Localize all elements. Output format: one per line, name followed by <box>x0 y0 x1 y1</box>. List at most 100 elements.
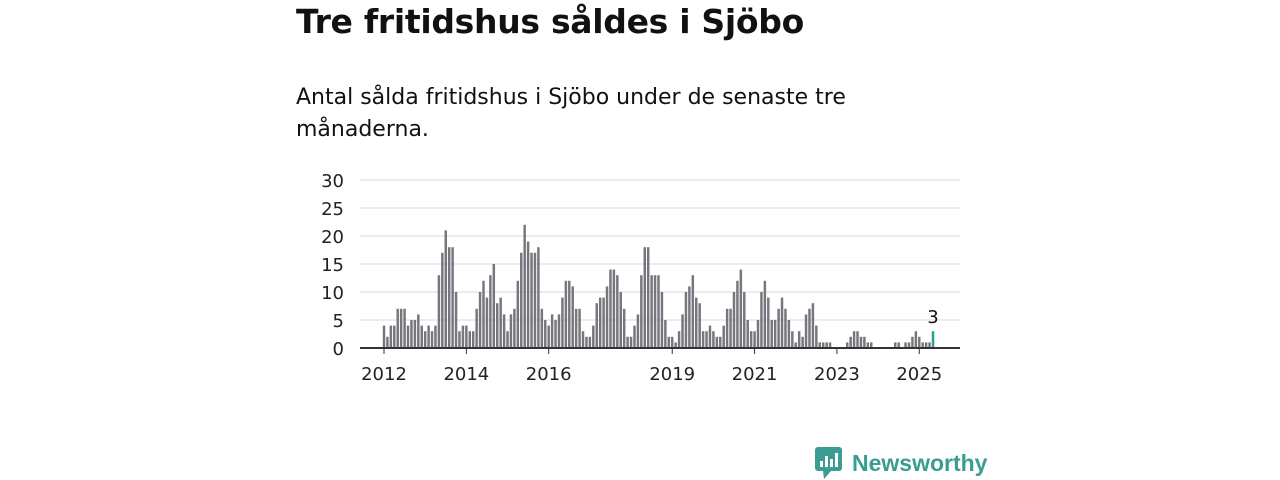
bar <box>506 331 509 348</box>
bar <box>550 314 554 348</box>
bar <box>770 320 773 348</box>
bar <box>629 336 633 348</box>
bar <box>773 320 777 348</box>
bar <box>437 275 441 348</box>
bar <box>849 336 852 348</box>
bar <box>520 252 523 348</box>
y-tick-label: 10 <box>321 283 344 304</box>
bar <box>547 325 550 348</box>
bar <box>743 292 746 348</box>
bar <box>557 314 561 348</box>
bar <box>406 325 410 348</box>
bar <box>698 303 701 348</box>
bar <box>657 275 660 348</box>
bar <box>736 280 739 348</box>
bar <box>465 325 468 348</box>
bar <box>489 275 492 348</box>
bar <box>441 252 444 348</box>
bar <box>420 325 423 348</box>
bar <box>746 320 749 348</box>
bar <box>574 308 578 348</box>
bar <box>396 308 399 348</box>
bar <box>852 331 856 348</box>
newsworthy-logo[interactable]: Newsworthy <box>814 446 987 480</box>
bar <box>530 252 533 348</box>
bar <box>513 308 516 348</box>
bar <box>918 336 921 348</box>
bar <box>780 297 784 348</box>
bar <box>767 297 770 348</box>
bar <box>578 308 581 348</box>
bar <box>753 331 756 348</box>
highlight-bar <box>931 331 935 348</box>
bar <box>897 342 900 348</box>
bar <box>602 297 605 348</box>
bar <box>729 308 732 348</box>
bar <box>533 252 537 348</box>
bar <box>393 325 396 348</box>
bar <box>423 331 427 348</box>
bar <box>540 308 544 348</box>
bar <box>447 247 451 348</box>
brand-name: Newsworthy <box>852 449 988 476</box>
bar <box>622 308 626 348</box>
y-tick-label: 25 <box>321 199 344 220</box>
bar <box>650 275 653 348</box>
bar <box>870 342 873 348</box>
bar <box>797 331 801 348</box>
x-tick-label: 2019 <box>649 364 695 385</box>
bar <box>568 280 571 348</box>
bar <box>808 308 811 348</box>
x-tick-label: 2025 <box>896 364 942 385</box>
highlight-value-label: 3 <box>927 307 938 328</box>
bar <box>626 336 629 348</box>
bar <box>701 331 705 348</box>
bar <box>592 325 595 348</box>
bar <box>454 292 458 348</box>
bar <box>382 325 386 348</box>
bar <box>413 320 417 348</box>
bar <box>674 342 677 348</box>
bar <box>722 325 725 348</box>
bar <box>914 331 918 348</box>
bar <box>588 336 592 348</box>
bar <box>784 308 787 348</box>
bar <box>475 308 478 348</box>
bar <box>732 292 736 348</box>
bar <box>859 336 863 348</box>
bar <box>804 314 808 348</box>
bar <box>825 342 828 348</box>
bar <box>471 331 475 348</box>
bar <box>894 342 897 348</box>
bar <box>719 336 722 348</box>
bar <box>801 336 804 348</box>
bar <box>863 336 866 348</box>
bar <box>756 320 760 348</box>
y-tick-label: 5 <box>333 311 344 332</box>
x-tick-label: 2016 <box>526 364 572 385</box>
bar <box>818 342 822 348</box>
bar <box>907 342 911 348</box>
bar <box>667 336 671 348</box>
bar <box>866 342 870 348</box>
bar <box>815 325 818 348</box>
x-tick-label: 2012 <box>361 364 407 385</box>
x-tick-label: 2021 <box>732 364 778 385</box>
bar <box>791 331 794 348</box>
bar <box>763 280 767 348</box>
bar <box>482 280 485 348</box>
bar <box>684 292 688 348</box>
x-tick-label: 2014 <box>443 364 489 385</box>
bar <box>646 247 650 348</box>
bar <box>564 280 568 348</box>
bar <box>502 314 506 348</box>
bar <box>616 275 619 348</box>
bar <box>581 331 585 348</box>
bar <box>595 303 598 348</box>
bar <box>516 280 520 348</box>
bar <box>468 331 472 348</box>
bar <box>828 342 832 348</box>
bar <box>609 269 612 348</box>
bar <box>585 336 588 348</box>
bar <box>924 342 928 348</box>
